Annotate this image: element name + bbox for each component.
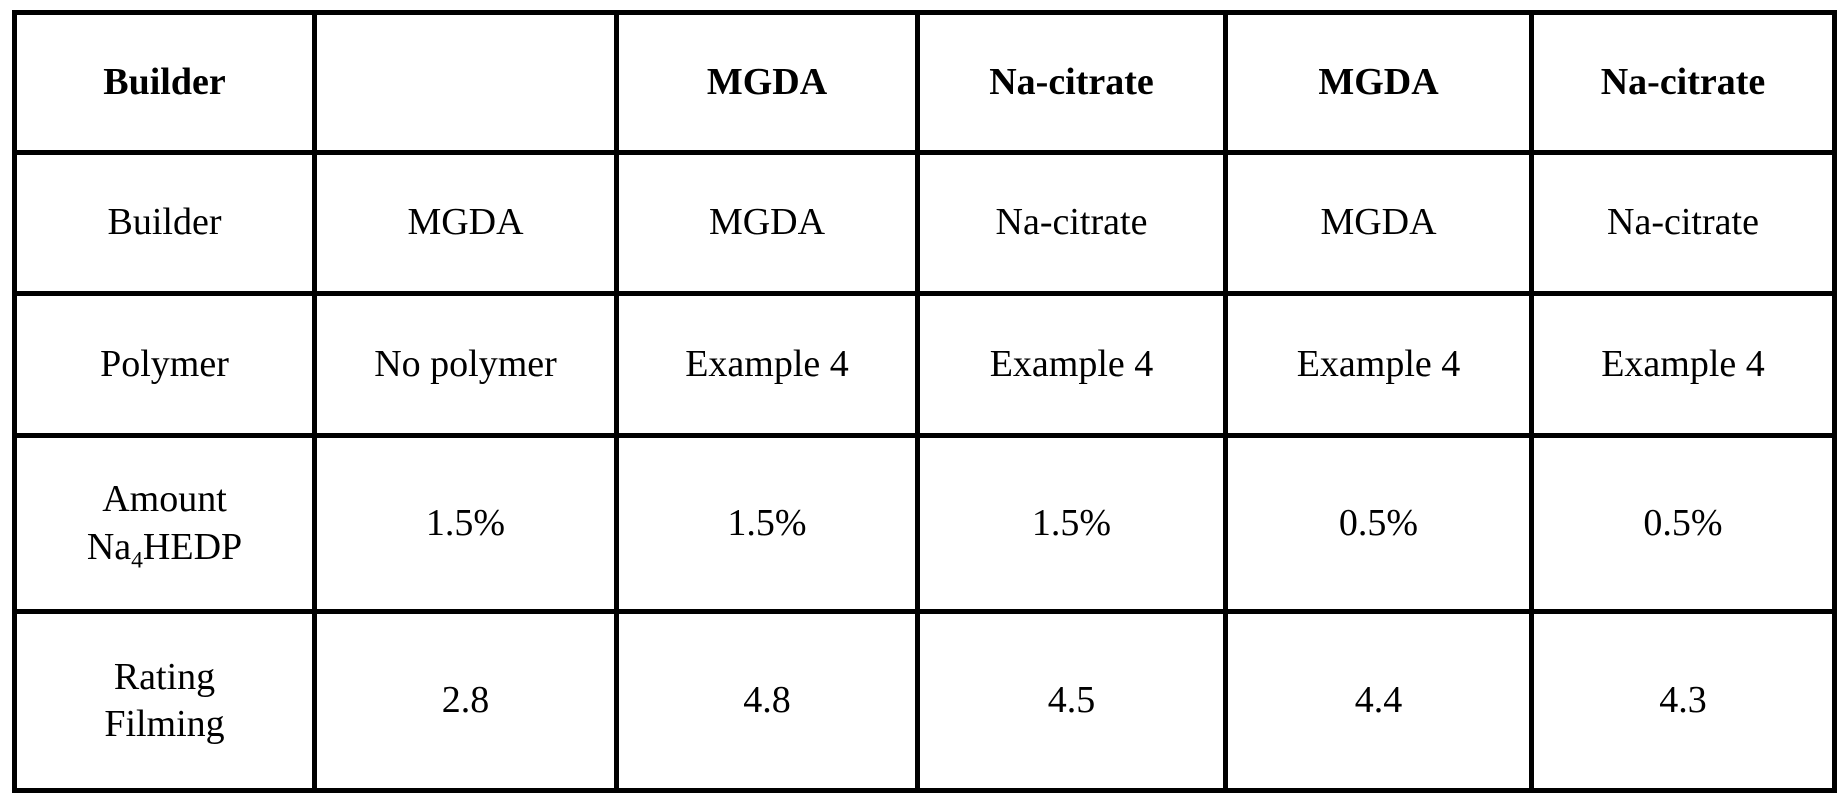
amount-label-line1: Amount [102, 478, 227, 520]
amount-label-chem-base: Na [86, 525, 132, 568]
row-label-polymer: Polymer [12, 291, 317, 438]
row-label-rating-filming: Rating Filming [12, 609, 317, 793]
header-cell-empty [312, 10, 619, 155]
amount-value-3: 1.5% [915, 433, 1228, 614]
row-label-builder: Builder [12, 150, 317, 296]
header-cell-na-citrate-1: Na-citrate [915, 10, 1228, 155]
amount-na4hedp-row: Amount Na4HEDP 1.5% 1.5% 1.5% 0.5% 0.5% [12, 433, 1837, 614]
builder-value-4: MGDA [1223, 150, 1534, 296]
polymer-value-1: No polymer [312, 291, 619, 438]
polymer-value-2: Example 4 [614, 291, 920, 438]
amount-label-chem-subscript: 4 [131, 547, 143, 574]
rating-value-1: 2.8 [312, 609, 619, 793]
header-cell-mgda-2: MGDA [1223, 10, 1534, 155]
header-cell-mgda-1: MGDA [614, 10, 920, 155]
polymer-value-4: Example 4 [1223, 291, 1534, 438]
rating-value-4: 4.4 [1223, 609, 1534, 793]
rating-label-line1: Rating [113, 655, 216, 698]
builder-value-3: Na-citrate [915, 150, 1228, 296]
amount-value-5: 0.5% [1529, 433, 1837, 614]
polymer-value-3: Example 4 [915, 291, 1228, 438]
builder-row: Builder MGDA MGDA Na-citrate MGDA Na-cit… [12, 150, 1837, 296]
polymer-value-5: Example 4 [1529, 291, 1837, 438]
polymer-row: Polymer No polymer Example 4 Example 4 E… [12, 291, 1837, 438]
header-cell-na-citrate-2: Na-citrate [1529, 10, 1837, 155]
amount-value-1: 1.5% [312, 433, 619, 614]
builder-value-5: Na-citrate [1529, 150, 1837, 296]
rating-value-2: 4.8 [614, 609, 920, 793]
amount-label-chem-rest: HEDP [142, 525, 243, 568]
builder-comparison-table: Builder MGDA Na-citrate MGDA Na-citrate … [12, 10, 1837, 793]
header-row: Builder MGDA Na-citrate MGDA Na-citrate [12, 10, 1837, 155]
builder-value-2: MGDA [614, 150, 920, 296]
amount-value-2: 1.5% [614, 433, 920, 614]
row-label-amount-na4hedp: Amount Na4HEDP [12, 433, 317, 614]
rating-value-5: 4.3 [1529, 609, 1837, 793]
header-cell-builder: Builder [12, 10, 317, 155]
builder-value-1: MGDA [312, 150, 619, 296]
rating-filming-row: Rating Filming 2.8 4.8 4.5 4.4 4.3 [12, 609, 1837, 793]
rating-value-3: 4.5 [915, 609, 1228, 793]
amount-value-4: 0.5% [1223, 433, 1534, 614]
rating-label-line2: Filming [104, 703, 225, 745]
